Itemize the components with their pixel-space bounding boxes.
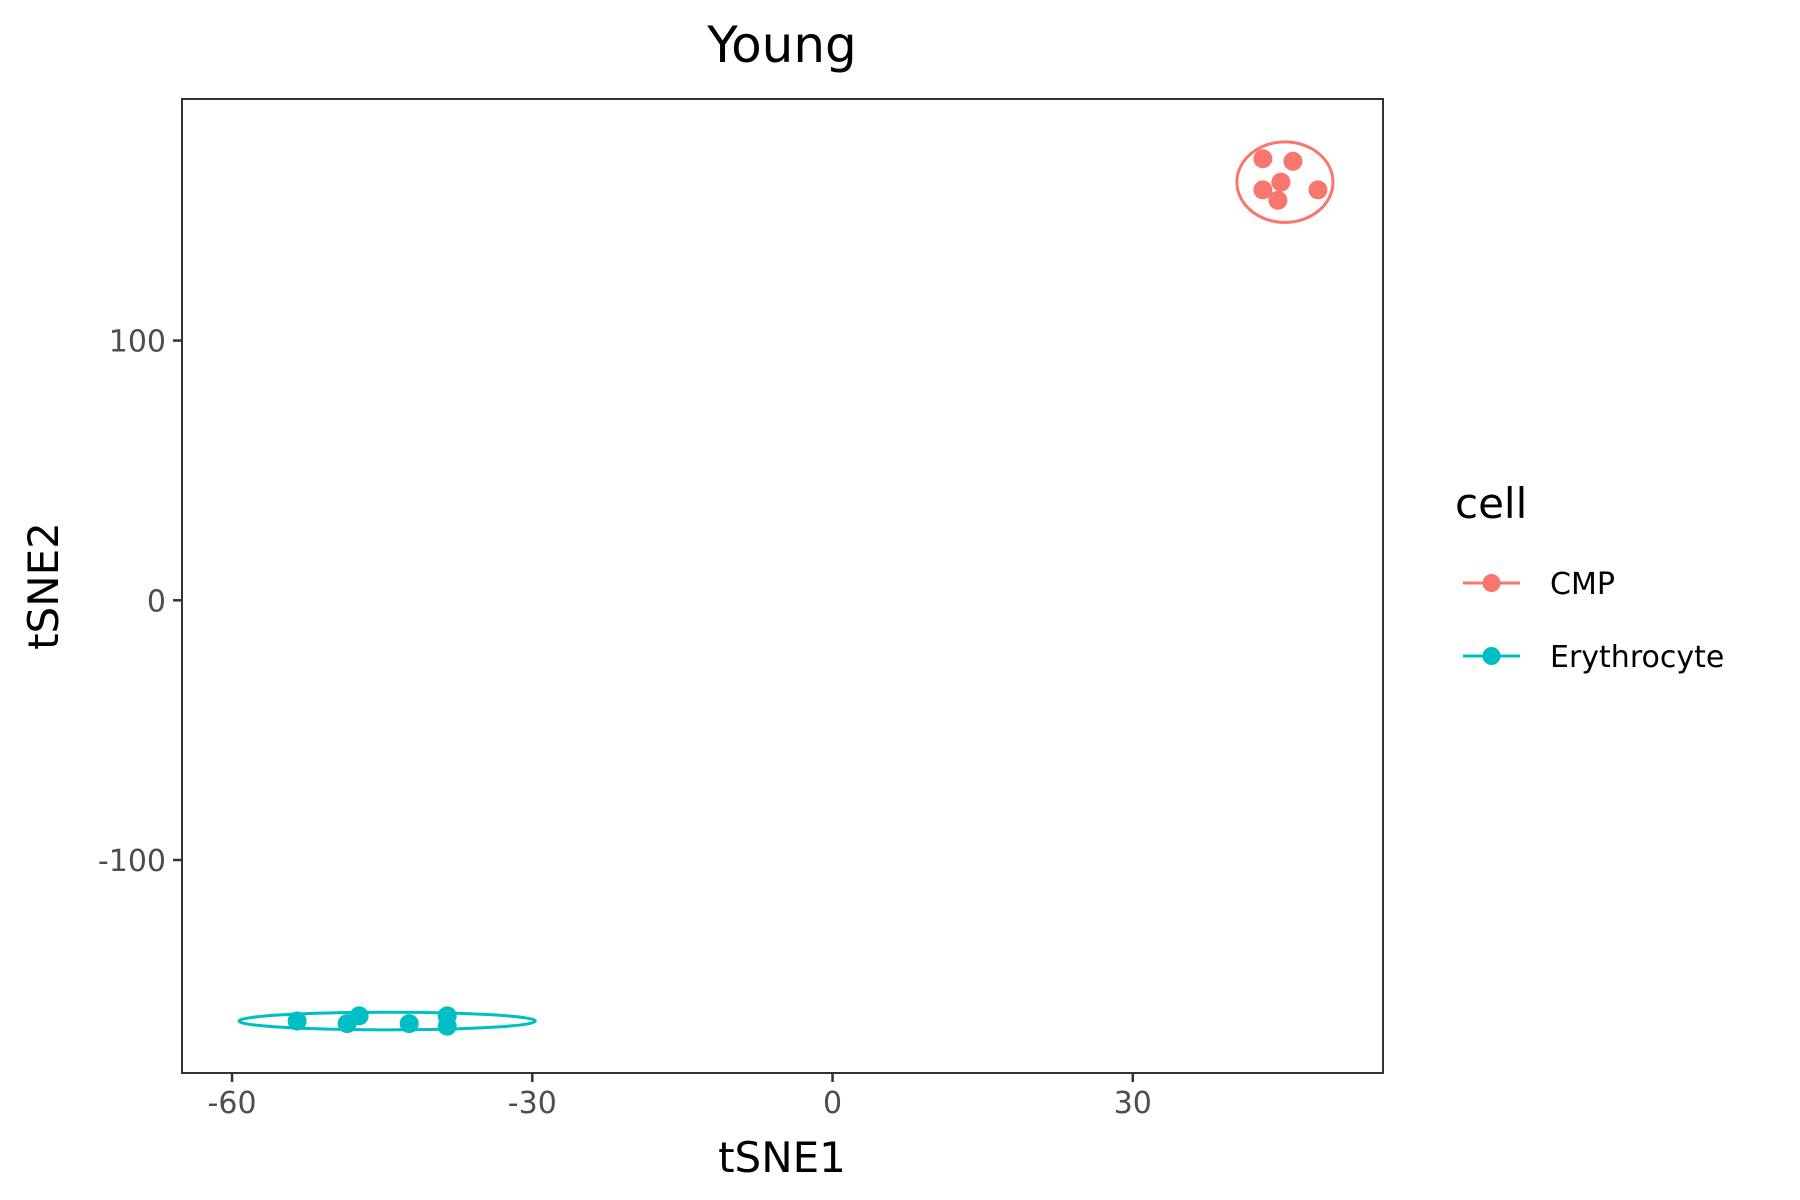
- point-cmp: [1283, 151, 1303, 171]
- ellipse-erythrocyte: [237, 1010, 537, 1032]
- legend-key-cmp: [1482, 574, 1501, 592]
- x-tick-label: 0: [823, 1086, 842, 1121]
- point-cmp: [1253, 180, 1273, 200]
- y-axis-label: tSNE2: [19, 522, 68, 650]
- legend-key-erythrocyte: [1482, 647, 1501, 665]
- x-axis-label: tSNE1: [718, 1133, 846, 1182]
- x-tick-label: -60: [208, 1086, 257, 1121]
- y-tick-label: -100: [98, 844, 166, 879]
- point-erythrocyte: [287, 1011, 307, 1031]
- chart-title: Young: [706, 16, 857, 74]
- point-cmp: [1308, 180, 1328, 200]
- ellipse-cmp: [1235, 140, 1335, 224]
- plot-panel: [181, 98, 1384, 1074]
- point-cmp: [1253, 149, 1273, 169]
- point-cmp: [1268, 190, 1288, 210]
- x-tick-label: -30: [508, 1086, 557, 1121]
- legend-label-cmp: CMP: [1550, 567, 1615, 602]
- y-axis: -100 0 100: [98, 325, 182, 879]
- y-tick-label: 100: [109, 325, 166, 360]
- legend-title: cell: [1455, 479, 1527, 528]
- legend-label-erythrocyte: Erythrocyte: [1550, 640, 1724, 675]
- point-erythrocyte: [437, 1016, 457, 1036]
- marks-layer: [237, 140, 1335, 1036]
- x-axis: -60 -30 0 30: [208, 1073, 1152, 1121]
- point-erythrocyte: [399, 1014, 419, 1034]
- point-erythrocyte: [349, 1006, 369, 1026]
- x-tick-label: 30: [1114, 1086, 1152, 1121]
- point-cmp: [1271, 172, 1291, 192]
- legend: CMP Erythrocyte: [1463, 567, 1724, 675]
- y-tick-label: 0: [147, 584, 166, 619]
